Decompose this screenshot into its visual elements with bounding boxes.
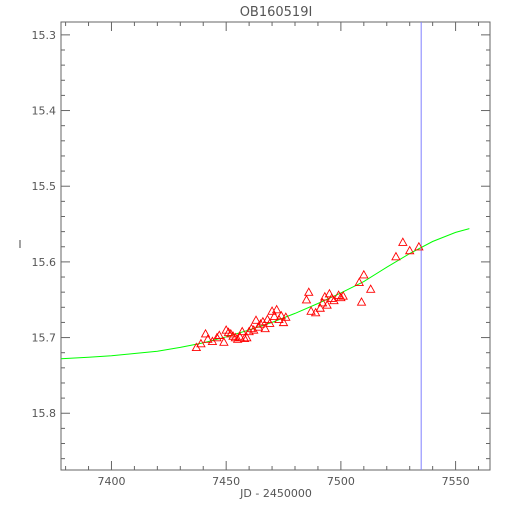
data-point xyxy=(269,311,280,321)
data-point xyxy=(303,287,314,296)
data-point xyxy=(301,294,312,304)
data-point xyxy=(251,315,261,324)
data-point xyxy=(239,333,250,342)
y-tick-label: 15.7 xyxy=(32,332,57,345)
data-point xyxy=(317,297,328,307)
data-point xyxy=(242,332,252,342)
x-axis-label: JD - 2450000 xyxy=(239,487,312,500)
data-point xyxy=(414,241,424,251)
data-point xyxy=(228,331,238,340)
chart-title: OB160519I xyxy=(240,5,313,20)
data-point xyxy=(255,319,266,328)
data-point xyxy=(253,322,264,331)
data-point xyxy=(278,317,289,327)
data-point xyxy=(329,295,339,305)
data-point xyxy=(200,328,211,338)
y-tick-label: 15.3 xyxy=(32,29,57,42)
data-point xyxy=(338,291,348,300)
data-point xyxy=(232,334,243,343)
data-point xyxy=(219,337,229,346)
data-point xyxy=(260,323,270,333)
data-point xyxy=(276,310,287,320)
data-point xyxy=(258,316,268,326)
data-point xyxy=(264,318,275,327)
data-point xyxy=(391,251,401,261)
data-point xyxy=(237,326,248,336)
plot-area: 7400 7450 7500 7550 15.3 15.4 15.5 15.6 15.7 15.8 xyxy=(32,21,491,488)
data-point xyxy=(248,325,259,334)
data-point xyxy=(223,327,234,336)
data-point xyxy=(196,338,206,348)
data-point xyxy=(271,304,282,314)
data-point xyxy=(315,303,326,312)
data-point xyxy=(359,269,369,279)
data-point xyxy=(306,306,316,315)
data-point xyxy=(356,297,367,306)
data-point xyxy=(354,277,365,286)
data-point xyxy=(235,331,245,341)
y-tick-label: 15.4 xyxy=(32,105,57,118)
x-tick-label: 7500 xyxy=(327,475,355,488)
plot-frame xyxy=(60,21,491,471)
data-point xyxy=(398,237,408,246)
y-tick-label: 15.5 xyxy=(32,180,57,193)
x-tick-label: 7550 xyxy=(442,475,470,488)
data-point xyxy=(214,330,225,339)
x-tick-label: 7400 xyxy=(97,475,125,488)
y-axis-label: I xyxy=(18,238,21,251)
data-point xyxy=(320,291,330,301)
data-point xyxy=(310,307,321,317)
data-point xyxy=(365,284,376,293)
data-point xyxy=(203,334,213,343)
data-point xyxy=(281,312,291,321)
y-tick-label: 15.8 xyxy=(32,407,57,420)
data-point xyxy=(322,300,332,309)
x-tick-label: 7450 xyxy=(212,475,240,488)
data-point xyxy=(212,332,222,342)
data-point xyxy=(336,292,346,302)
data-point xyxy=(324,288,335,298)
y-tick-label: 15.6 xyxy=(32,256,57,269)
data-point xyxy=(404,245,415,255)
data-point xyxy=(246,323,257,333)
